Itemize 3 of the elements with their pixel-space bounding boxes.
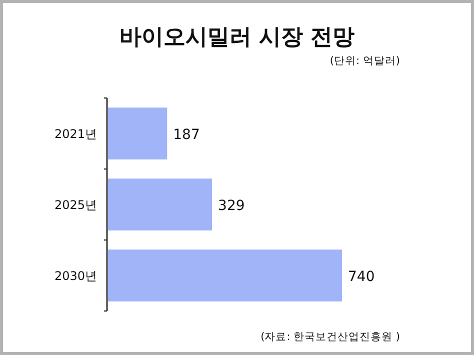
- annotation: (자료: 한국보건산업진흥원 ): [260, 331, 400, 343]
- subtitle: (단위: 억달러): [330, 55, 400, 67]
- title: 바이오시밀러 시장 전망: [119, 25, 355, 50]
